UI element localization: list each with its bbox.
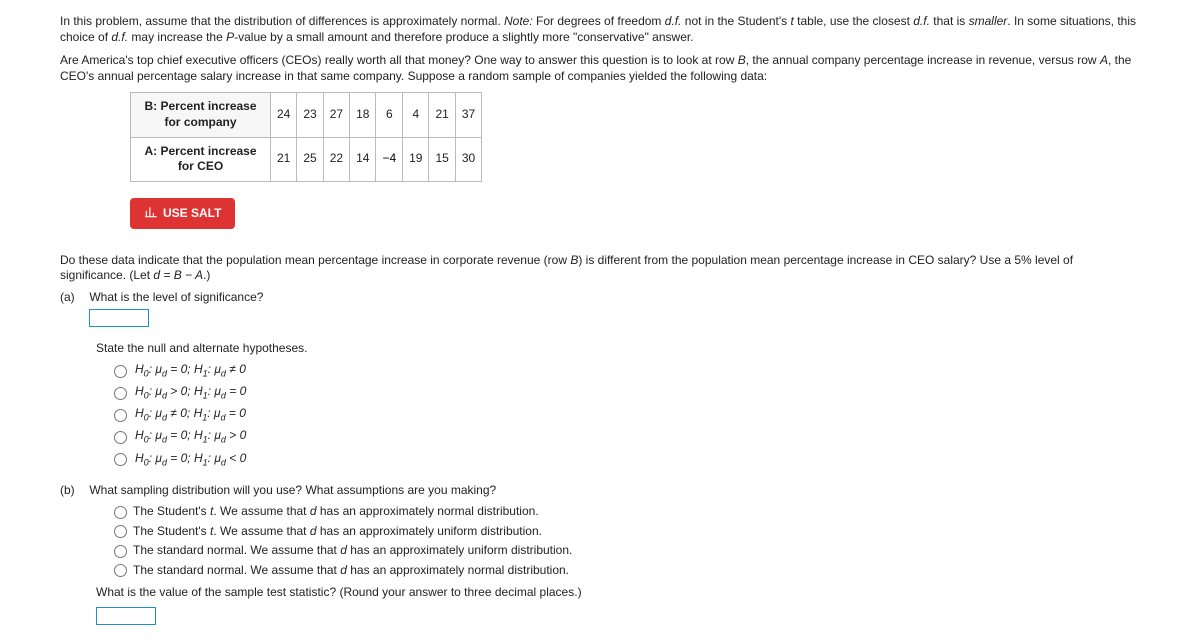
salt-button-label: USE SALT <box>163 206 221 220</box>
sampling-label-4: The standard normal. We assume that d ha… <box>133 563 569 579</box>
intro-paragraph-2: Are America's top chief executive office… <box>60 53 1140 84</box>
hypothesis-label-2: H0: μd > 0; H1: μd = 0 <box>135 384 246 402</box>
hypothesis-radio-1[interactable] <box>114 365 127 378</box>
hypothesis-option-5[interactable]: H0: μd = 0; H1: μd < 0 <box>114 451 1140 469</box>
sampling-radio-1[interactable] <box>114 506 127 519</box>
sampling-option-4[interactable]: The standard normal. We assume that d ha… <box>114 563 1140 579</box>
sampling-option-2[interactable]: The Student's t. We assume that d has an… <box>114 524 1140 540</box>
table-cell: 25 <box>297 137 323 181</box>
sampling-option-3[interactable]: The standard normal. We assume that d ha… <box>114 543 1140 559</box>
hypothesis-label-4: H0: μd = 0; H1: μd > 0 <box>135 428 246 446</box>
sampling-radio-3[interactable] <box>114 545 127 558</box>
hypothesis-label-1: H0: μd = 0; H1: μd ≠ 0 <box>135 362 246 380</box>
table-cell: 19 <box>403 137 429 181</box>
hypothesis-label-3: H0: μd ≠ 0; H1: μd = 0 <box>135 406 246 424</box>
table-cell: 4 <box>403 93 429 137</box>
data-table: B: Percent increase for company 24 23 27… <box>130 92 482 181</box>
table-cell: 21 <box>271 137 297 181</box>
sampling-radio-4[interactable] <box>114 564 127 577</box>
part-a: (a) What is the level of significance? <box>60 290 1140 327</box>
table-cell: 27 <box>323 93 349 137</box>
table-cell: 21 <box>429 93 455 137</box>
part-a-question: What is the level of significance? <box>89 290 263 304</box>
main-question: Do these data indicate that the populati… <box>60 253 1140 284</box>
part-b: (b) What sampling distribution will you … <box>60 483 1140 626</box>
table-cell: 22 <box>323 137 349 181</box>
table-cell: 6 <box>376 93 403 137</box>
table-cell: 14 <box>350 137 376 181</box>
hypothesis-radio-3[interactable] <box>114 409 127 422</box>
hypothesis-radio-5[interactable] <box>114 453 127 466</box>
part-a-label: (a) <box>60 290 86 306</box>
table-cell: 30 <box>455 137 481 181</box>
table-cell: 18 <box>350 93 376 137</box>
sampling-label-2: The Student's t. We assume that d has an… <box>133 524 542 540</box>
hypothesis-option-3[interactable]: H0: μd ≠ 0; H1: μd = 0 <box>114 406 1140 424</box>
sampling-label-3: The standard normal. We assume that d ha… <box>133 543 572 559</box>
row-b-header: B: Percent increase for company <box>131 93 271 137</box>
test-statistic-question: What is the value of the sample test sta… <box>96 585 1140 601</box>
hypotheses-heading: State the null and alternate hypotheses. <box>96 341 1140 357</box>
table-cell: −4 <box>376 137 403 181</box>
hypothesis-radio-4[interactable] <box>114 431 127 444</box>
table-cell: 15 <box>429 137 455 181</box>
sampling-option-1[interactable]: The Student's t. We assume that d has an… <box>114 504 1140 520</box>
table-row: A: Percent increase for CEO 21 25 22 14 … <box>131 137 482 181</box>
table-cell: 24 <box>271 93 297 137</box>
part-b-label: (b) <box>60 483 86 499</box>
hypothesis-option-2[interactable]: H0: μd > 0; H1: μd = 0 <box>114 384 1140 402</box>
significance-input[interactable] <box>89 309 149 327</box>
sampling-radio-2[interactable] <box>114 525 127 538</box>
hypotheses-section: State the null and alternate hypotheses.… <box>96 341 1140 469</box>
table-cell: 23 <box>297 93 323 137</box>
chart-icon <box>144 205 158 222</box>
use-salt-button[interactable]: USE SALT <box>130 198 235 229</box>
intro-paragraph-1: In this problem, assume that the distrib… <box>60 14 1140 45</box>
row-a-header: A: Percent increase for CEO <box>131 137 271 181</box>
hypothesis-option-4[interactable]: H0: μd = 0; H1: μd > 0 <box>114 428 1140 446</box>
hypothesis-label-5: H0: μd = 0; H1: μd < 0 <box>135 451 246 469</box>
sampling-label-1: The Student's t. We assume that d has an… <box>133 504 539 520</box>
sampling-options: The Student's t. We assume that d has an… <box>114 504 1140 578</box>
hypothesis-option-1[interactable]: H0: μd = 0; H1: μd ≠ 0 <box>114 362 1140 380</box>
part-b-question: What sampling distribution will you use?… <box>89 483 1139 499</box>
table-cell: 37 <box>455 93 481 137</box>
hypothesis-radio-2[interactable] <box>114 387 127 400</box>
test-statistic-input[interactable] <box>96 607 156 625</box>
table-row: B: Percent increase for company 24 23 27… <box>131 93 482 137</box>
